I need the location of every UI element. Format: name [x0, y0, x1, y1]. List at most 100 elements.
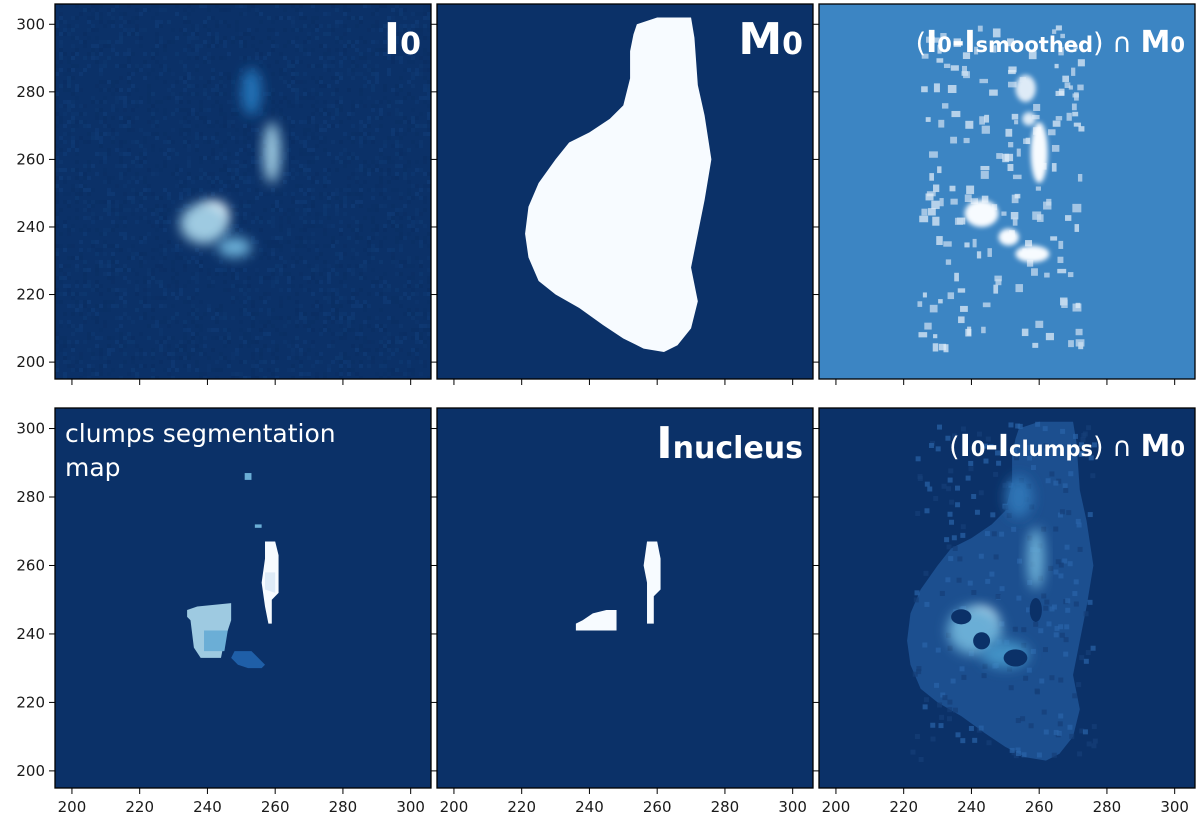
- residual-pixel: [977, 25, 983, 32]
- noise-pixel: [387, 196, 391, 200]
- noise-pixel: [183, 136, 187, 140]
- noise-pixel: [343, 336, 347, 340]
- noise-pixel: [339, 312, 343, 316]
- noise-pixel: [427, 328, 431, 332]
- noise-pixel: [331, 192, 335, 196]
- noise-pixel: [335, 316, 339, 320]
- noise-pixel: [315, 248, 319, 252]
- noise-pixel: [303, 52, 307, 56]
- noise-pixel: [255, 112, 259, 116]
- noise-pixel: [79, 184, 83, 188]
- noise-pixel: [419, 144, 423, 148]
- noise-pixel: [83, 372, 87, 376]
- noise-pixel: [79, 356, 83, 360]
- noise-pixel: [351, 40, 355, 44]
- noise-pixel: [419, 324, 423, 328]
- noise-pixel: [415, 100, 419, 104]
- noise-pixel: [151, 324, 155, 328]
- noise-pixel: [119, 164, 123, 168]
- noise-pixel: [359, 136, 363, 140]
- noise-pixel: [311, 200, 315, 204]
- noise-pixel: [287, 128, 291, 132]
- noise-pixel: [315, 8, 319, 12]
- noise-pixel: [371, 248, 375, 252]
- residual-pixel: [961, 65, 968, 73]
- noise-pixel: [131, 256, 135, 260]
- noise-pixel: [55, 112, 59, 116]
- noise-pixel: [103, 232, 107, 236]
- noise-pixel: [391, 132, 395, 136]
- noise-pixel: [279, 272, 283, 276]
- noise-pixel: [143, 64, 147, 68]
- noise-pixel: [375, 324, 379, 328]
- noise-pixel: [383, 296, 387, 300]
- noise-pixel: [407, 80, 411, 84]
- noise-pixel: [111, 20, 115, 24]
- noise-pixel: [99, 52, 103, 56]
- noise-pixel: [95, 100, 99, 104]
- noise-pixel: [107, 228, 111, 232]
- noise-pixel: [87, 248, 91, 252]
- noise-pixel: [271, 280, 275, 284]
- noise-pixel: [427, 172, 431, 176]
- noise-pixel: [119, 176, 123, 180]
- noise-pixel: [187, 296, 191, 300]
- noise-pixel: [91, 48, 95, 52]
- noise-pixel: [395, 300, 399, 304]
- noise-pixel: [355, 104, 359, 108]
- noise-pixel: [111, 116, 115, 120]
- noise-pixel: [235, 108, 239, 112]
- noise-pixel: [1076, 682, 1082, 688]
- residual-pixel: [921, 86, 928, 93]
- noise-pixel: [1033, 621, 1039, 627]
- noise-pixel: [135, 28, 139, 32]
- noise-pixel: [327, 48, 331, 52]
- noise-pixel: [283, 192, 287, 196]
- noise-pixel: [231, 40, 235, 44]
- noise-pixel: [243, 172, 247, 176]
- noise-pixel: [107, 204, 111, 208]
- noise-pixel: [223, 72, 227, 76]
- noise-pixel: [163, 252, 167, 256]
- noise-pixel: [79, 312, 83, 316]
- noise-pixel: [343, 312, 347, 316]
- noise-pixel: [67, 132, 71, 136]
- noise-pixel: [83, 140, 87, 144]
- noise-pixel: [383, 300, 387, 304]
- noise-pixel: [219, 84, 223, 88]
- noise-pixel: [247, 8, 251, 12]
- noise-pixel: [1042, 426, 1048, 432]
- noise-pixel: [251, 44, 255, 48]
- noise-pixel: [307, 224, 311, 228]
- noise-pixel: [207, 368, 211, 372]
- noise-pixel: [299, 96, 303, 100]
- noise-pixel: [303, 200, 307, 204]
- noise-pixel: [271, 244, 275, 248]
- noise-pixel: [99, 68, 103, 72]
- noise-pixel: [115, 316, 119, 320]
- noise-pixel: [1063, 487, 1069, 493]
- noise-pixel: [267, 312, 271, 316]
- noise-pixel: [99, 328, 103, 332]
- noise-pixel: [63, 352, 67, 356]
- noise-pixel: [63, 224, 67, 228]
- noise-pixel: [347, 188, 351, 192]
- noise-pixel: [371, 40, 375, 44]
- noise-pixel: [1090, 645, 1096, 651]
- noise-pixel: [411, 172, 415, 176]
- noise-pixel: [195, 92, 199, 96]
- noise-pixel: [323, 376, 327, 379]
- noise-pixel: [151, 248, 155, 252]
- noise-pixel: [175, 4, 179, 8]
- noise-pixel: [399, 216, 403, 220]
- noise-pixel: [367, 240, 371, 244]
- noise-pixel: [319, 112, 323, 116]
- noise-pixel: [303, 164, 307, 168]
- noise-pixel: [123, 140, 127, 144]
- noise-pixel: [159, 36, 163, 40]
- noise-pixel: [107, 244, 111, 248]
- noise-pixel: [95, 336, 99, 340]
- noise-pixel: [111, 208, 115, 212]
- noise-pixel: [347, 268, 351, 272]
- noise-pixel: [183, 332, 187, 336]
